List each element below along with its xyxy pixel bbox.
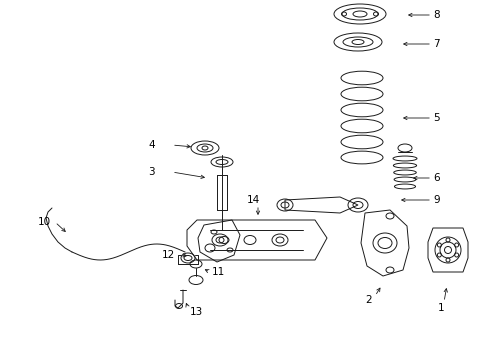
Text: 7: 7 (433, 39, 440, 49)
Text: 12: 12 (162, 250, 175, 260)
Text: 9: 9 (433, 195, 440, 205)
Text: 13: 13 (190, 307, 203, 317)
Text: 3: 3 (148, 167, 155, 177)
Text: 4: 4 (148, 140, 155, 150)
Text: 10: 10 (38, 217, 51, 227)
Text: 11: 11 (212, 267, 225, 277)
Text: 2: 2 (365, 295, 371, 305)
Text: 5: 5 (433, 113, 440, 123)
Text: 1: 1 (438, 303, 444, 313)
Text: 8: 8 (433, 10, 440, 20)
Text: 6: 6 (433, 173, 440, 183)
Text: 14: 14 (247, 195, 260, 205)
